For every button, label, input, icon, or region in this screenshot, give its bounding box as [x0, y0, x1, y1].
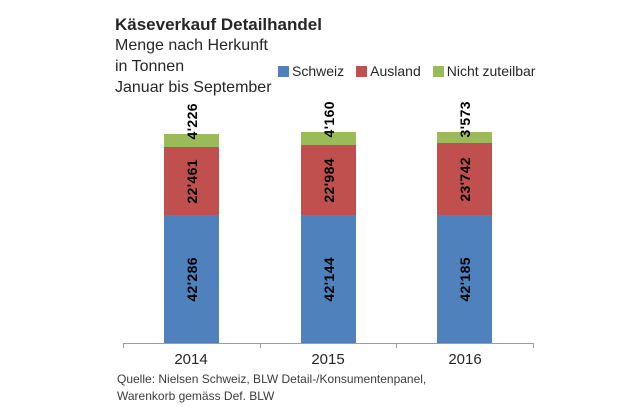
legend-item-ausland: Ausland — [356, 63, 421, 79]
bar-2014: 4'226 22'461 42'286 — [164, 103, 219, 343]
legend-label-schweiz: Schweiz — [292, 63, 345, 79]
segment-value-label: 42'286 — [183, 256, 200, 302]
chart-subtitle-unit: in Tonnen — [115, 58, 185, 75]
segment-value-label: 22'984 — [320, 157, 337, 203]
bar-segment-schweiz: 42'286 — [164, 215, 219, 343]
segment-value-label: 22'461 — [183, 158, 200, 204]
x-axis-tick — [260, 343, 261, 348]
bar-segment-ausland: 22'461 — [164, 147, 219, 215]
chart-subtitle-period: Januar bis September — [115, 79, 272, 96]
legend-swatch-ausland — [356, 65, 368, 77]
bar-segment-nicht-zuteilbar — [437, 132, 492, 143]
bar-segment-schweiz: 42'185 — [437, 215, 492, 343]
segment-value-label: 42'185 — [456, 256, 473, 302]
source-line-2: Warenkorb gemäss Def. BLW — [117, 389, 275, 403]
chart-title: Käseverkauf Detailhandel — [115, 15, 322, 34]
legend-label-ausland: Ausland — [370, 63, 421, 79]
x-axis-tick — [123, 343, 124, 348]
legend-item-schweiz: Schweiz — [278, 63, 344, 79]
source-note: Quelle: Nielsen Schweiz, BLW Detail-/Kon… — [117, 371, 426, 405]
segment-value-label: 42'144 — [320, 256, 337, 302]
x-axis-label-2015: 2015 — [311, 351, 345, 368]
x-axis-tick — [533, 343, 534, 348]
segment-value-label-outside: 3'573 — [456, 100, 473, 137]
bar-2015: 4'160 22'984 42'144 — [301, 101, 356, 343]
bar-2016: 3'573 23'742 42'185 — [437, 101, 492, 343]
bar-segment-schweiz: 42'144 — [301, 215, 356, 343]
bar-segment-nicht-zuteilbar — [164, 134, 219, 147]
segment-value-label: 23'742 — [456, 156, 473, 202]
bar-segment-nicht-zuteilbar — [301, 132, 356, 145]
x-axis-label-2016: 2016 — [448, 351, 482, 368]
segment-value-label-outside: 4'160 — [320, 100, 337, 137]
segment-value-label-outside: 4'226 — [183, 102, 200, 139]
legend-swatch-nicht-zuteilbar — [432, 65, 444, 77]
source-line-1: Quelle: Nielsen Schweiz, BLW Detail-/Kon… — [117, 372, 427, 386]
legend: Schweiz Ausland Nicht zuteilbar — [278, 63, 535, 79]
x-axis-line — [123, 343, 534, 344]
bar-segment-ausland: 23'742 — [437, 143, 492, 215]
legend-label-nicht-zuteilbar: Nicht zuteilbar — [446, 63, 536, 79]
x-axis-label-2014: 2014 — [174, 351, 208, 368]
legend-item-nicht-zuteilbar: Nicht zuteilbar — [432, 63, 536, 79]
x-axis-tick — [396, 343, 397, 348]
chart-subtitle-origin: Menge nach Herkunft — [115, 37, 268, 54]
bar-segment-ausland: 22'984 — [301, 145, 356, 215]
legend-swatch-schweiz — [278, 65, 289, 77]
chart-title-block: Käseverkauf Detailhandel Menge nach Herk… — [115, 14, 322, 98]
